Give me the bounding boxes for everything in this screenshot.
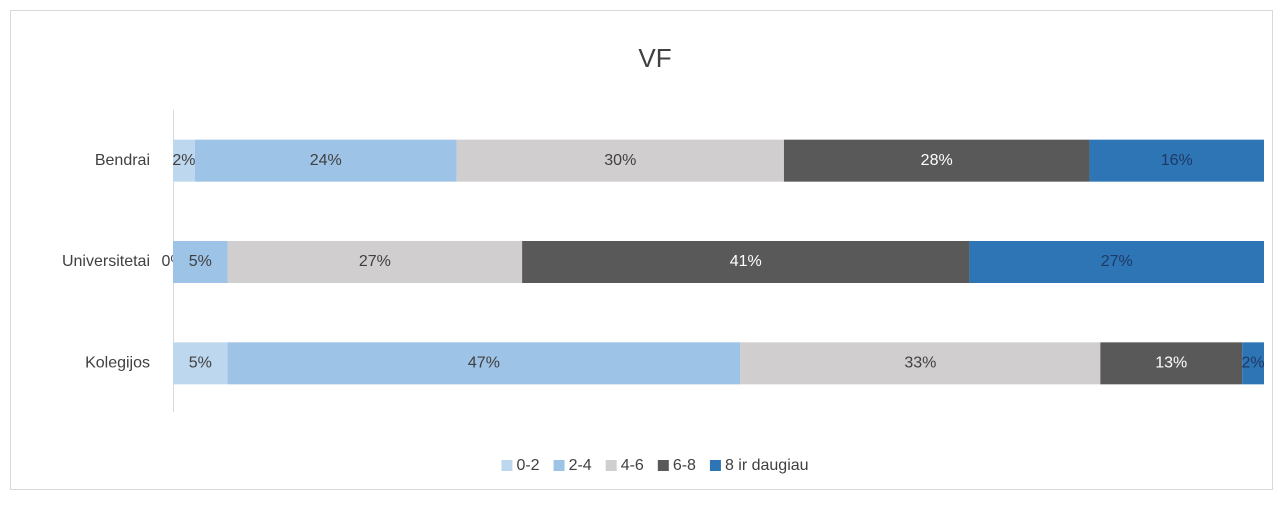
bar-segment [522, 241, 970, 283]
y-tick-label: Universitetai [62, 253, 150, 270]
data-label: 5% [189, 355, 212, 372]
legend-label: 6-8 [673, 457, 696, 474]
bar-segment [969, 241, 1264, 283]
legend-label: 8 ir daugiau [725, 457, 809, 474]
bar-segment [173, 342, 228, 385]
data-label: 5% [189, 253, 212, 270]
data-label: 2% [172, 152, 195, 169]
bar-segment [194, 139, 457, 182]
legend-swatch [605, 460, 617, 471]
bar-segment [173, 241, 228, 283]
legend-swatch [657, 460, 669, 471]
chart-title: VF [638, 43, 671, 73]
legend-swatch [553, 460, 565, 471]
y-tick-label: Kolegijos [85, 355, 150, 372]
bar-segment [783, 139, 1090, 182]
legend-label: 2-4 [569, 457, 592, 474]
data-label: 33% [904, 355, 936, 372]
bar-segment [227, 241, 523, 283]
y-tick-label: Bendrai [95, 152, 150, 169]
data-label: 27% [1101, 253, 1133, 270]
data-label: 30% [604, 152, 636, 169]
bar-segment [740, 342, 1101, 385]
bar-segment [1242, 342, 1264, 385]
data-label: 24% [310, 152, 342, 169]
data-label: 27% [359, 253, 391, 270]
data-label: 13% [1155, 355, 1187, 372]
legend-label: 0-2 [516, 457, 539, 474]
bar-segment [1089, 139, 1264, 182]
legend-swatch [709, 460, 721, 471]
bar-segment [173, 139, 195, 182]
legend-label: 4-6 [621, 457, 644, 474]
data-label: 41% [730, 253, 762, 270]
bar-segment [456, 139, 784, 182]
bar-segment [227, 342, 741, 385]
data-label: 2% [1242, 355, 1265, 372]
data-label: 47% [468, 355, 500, 372]
data-label: 28% [921, 152, 953, 169]
bar-segment [1100, 342, 1243, 385]
data-label: 16% [1161, 152, 1193, 169]
legend-swatch [501, 460, 513, 471]
